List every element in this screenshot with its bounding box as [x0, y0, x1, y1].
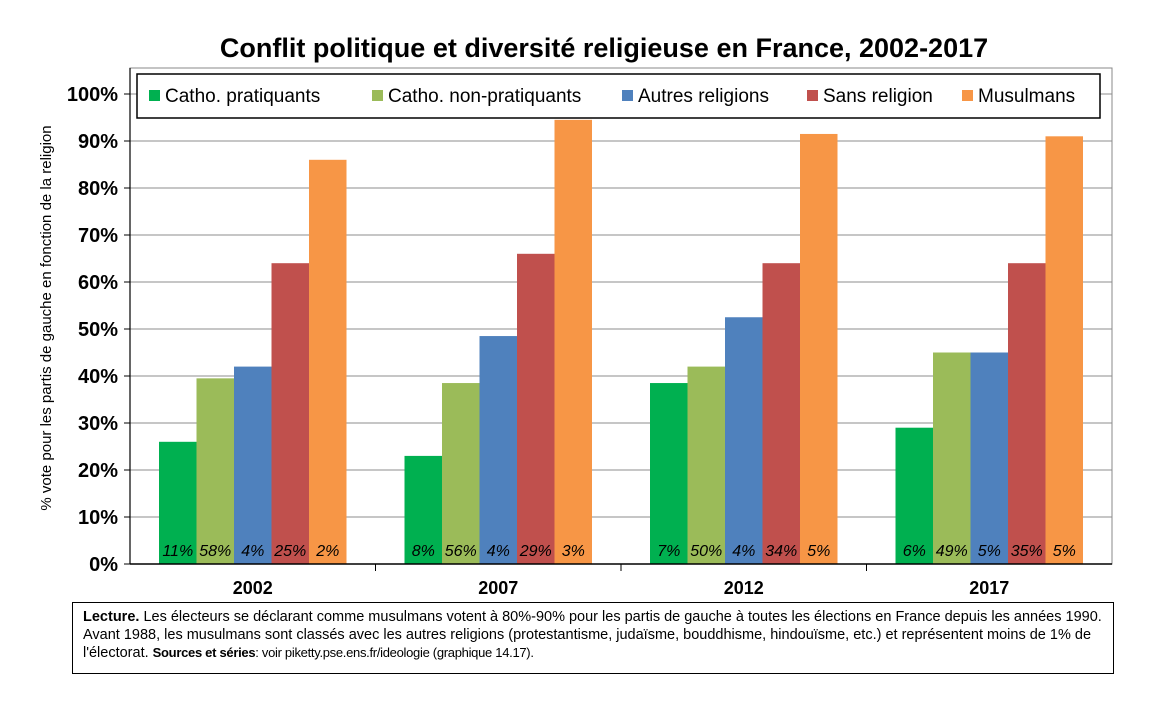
legend: Catho. pratiquants Catho. non-pratiquants…: [136, 73, 1101, 119]
share-label: 6%: [903, 543, 926, 560]
y-tick-label: 40%: [78, 366, 118, 388]
chart-title: Conflit politique et diversité religieus…: [220, 33, 988, 63]
bar: [159, 441, 197, 564]
legend-label: Catho. pratiquants: [165, 86, 320, 107]
share-label: 3%: [562, 543, 585, 560]
share-label: 7%: [657, 543, 680, 560]
share-label: 8%: [412, 543, 435, 560]
legend-box: [136, 73, 1101, 119]
share-label: 4%: [487, 543, 510, 560]
y-tick-label: 50%: [78, 319, 118, 341]
legend-swatch: [149, 90, 160, 101]
y-axis-ticks: 0% 10% 20% 30% 40% 50% 60% 70% 80% 90% 100%: [67, 84, 130, 576]
share-label: 29%: [519, 543, 552, 560]
legend-swatch: [807, 90, 818, 101]
share-label: 25%: [273, 543, 306, 560]
bar: [800, 133, 838, 564]
y-tick-label: 10%: [78, 507, 118, 529]
legend-swatch: [372, 90, 383, 101]
bar: [933, 352, 971, 564]
legend-swatch: [622, 90, 633, 101]
x-tick-label: 2007: [478, 578, 518, 598]
bar: [1045, 136, 1083, 565]
bar: [970, 352, 1008, 564]
share-label: 5%: [1053, 543, 1076, 560]
x-tick-label: 2012: [724, 578, 764, 598]
y-axis-label: % vote pour les partis de gauche en fonc…: [38, 125, 55, 510]
legend-label: Catho. non-pratiquants: [388, 86, 581, 107]
y-tick-label: 20%: [78, 460, 118, 482]
note-lead: Lecture.: [83, 609, 140, 625]
bar: [309, 159, 347, 565]
bar: [650, 383, 688, 564]
share-label: 2%: [315, 543, 339, 560]
share-label: 5%: [978, 543, 1001, 560]
share-label: 11%: [162, 543, 193, 560]
share-label: 34%: [765, 543, 797, 560]
bar: [271, 263, 309, 564]
bar: [234, 366, 272, 564]
y-tick-label: 100%: [67, 84, 118, 106]
bar: [517, 253, 555, 565]
y-tick-label: 70%: [78, 225, 118, 247]
share-label: 50%: [690, 543, 722, 560]
bar: [687, 366, 725, 564]
reading-note: Lecture. Les électeurs se déclarant comm…: [72, 602, 1114, 674]
share-label: 5%: [807, 543, 830, 560]
note-sources-label: Sources et séries: [152, 645, 256, 660]
bar: [895, 427, 933, 564]
x-axis-ticks: 2002 2007 2012 2017: [233, 564, 1009, 598]
bar: [762, 263, 800, 564]
y-tick-label: 60%: [78, 272, 118, 294]
legend-label: Sans religion: [823, 86, 933, 107]
bar: [404, 455, 442, 564]
share-label: 4%: [732, 543, 755, 560]
note-sources-text: : voir piketty.pse.ens.fr/ideologie (gra…: [255, 645, 534, 660]
note-text: Les électeurs se déclarant comme musulma…: [83, 609, 1102, 661]
legend-label: Musulmans: [978, 86, 1075, 107]
bar: [479, 336, 517, 564]
share-labels: 11% 58% 4% 25% 2% 8% 56% 4% 29% 3% 7% 50% 4% 34% 5% 6% 4…: [162, 543, 1075, 560]
share-label: 56%: [445, 543, 477, 560]
share-label: 58%: [199, 543, 231, 560]
y-tick-label: 80%: [78, 178, 118, 200]
share-label: 49%: [936, 543, 968, 560]
share-label: 4%: [241, 543, 264, 560]
bar: [1008, 263, 1046, 564]
note-sources: Sources et séries: voir piketty.pse.ens.…: [153, 645, 534, 660]
legend-swatch: [962, 90, 973, 101]
share-label: 35%: [1011, 543, 1043, 560]
bar: [725, 317, 763, 564]
bar: [554, 119, 592, 564]
bar: [442, 383, 480, 564]
y-tick-label: 0%: [89, 554, 118, 576]
x-tick-label: 2002: [233, 578, 273, 598]
y-tick-label: 30%: [78, 413, 118, 435]
bar: [196, 378, 234, 564]
bars: [159, 119, 1083, 565]
y-tick-label: 90%: [78, 131, 118, 153]
legend-label: Autres religions: [638, 86, 769, 107]
x-tick-label: 2017: [969, 578, 1009, 598]
